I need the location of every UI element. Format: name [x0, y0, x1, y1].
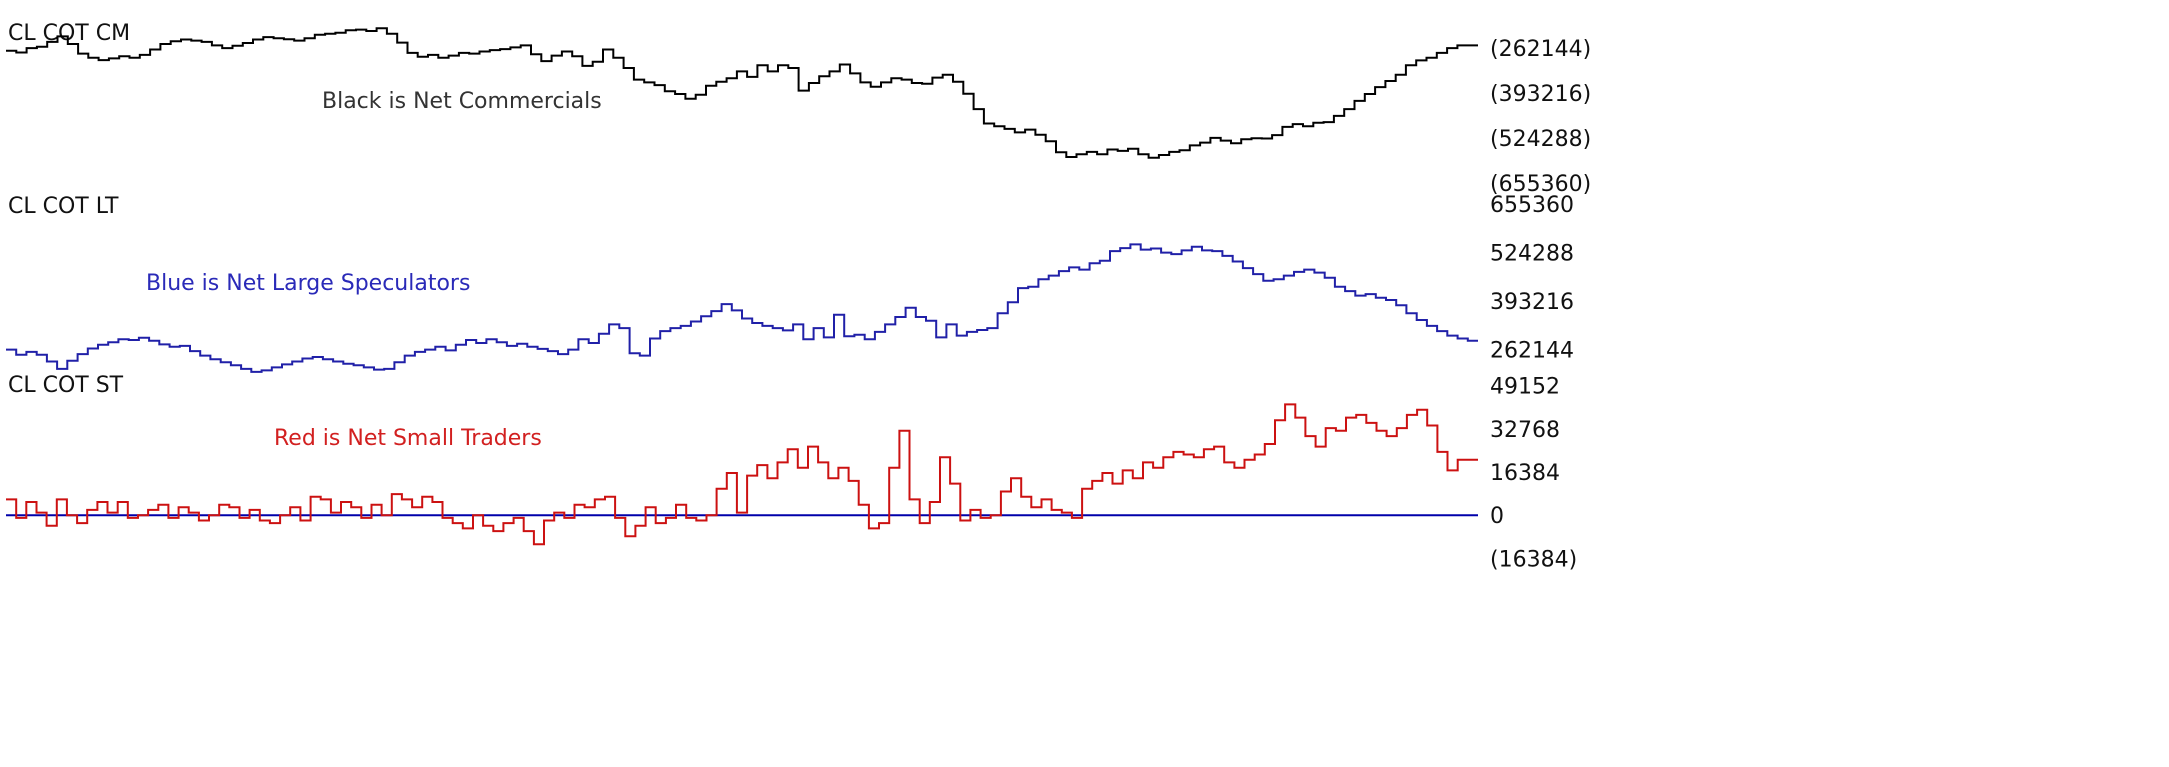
- y-tick-label: 16384: [1490, 461, 1560, 486]
- y-tick-label: 49152: [1490, 375, 1560, 400]
- series-line-net-small-traders: [6, 403, 1478, 546]
- annotation-large-speculators: Blue is Net Large Speculators: [146, 271, 470, 296]
- panel-title-large-speculators: CL COT LT: [8, 194, 119, 219]
- y-tick-label: (16384): [1490, 547, 1577, 572]
- y-tick-label: (393216): [1490, 82, 1591, 107]
- y-tick-label: 0: [1490, 504, 1504, 529]
- y-axis-ticks-large-speculators: 655360 524288 393216 262144: [1490, 193, 1574, 364]
- y-tick-label: (262144): [1490, 37, 1591, 62]
- y-tick-label: 524288: [1490, 241, 1574, 266]
- y-tick-label: 655360: [1490, 193, 1574, 218]
- panel-small-traders: CL COT ST Red is Net Small Traders 49152…: [6, 373, 1577, 572]
- series-line-net-large-speculators: [6, 243, 1478, 373]
- y-tick-label: (655360): [1490, 172, 1591, 197]
- y-tick-label: 262144: [1490, 339, 1574, 364]
- y-axis-ticks-small-traders: 49152 32768 16384 0 (16384): [1490, 375, 1577, 573]
- y-tick-label: 32768: [1490, 418, 1560, 443]
- panel-large-speculators: CL COT LT Blue is Net Large Speculators …: [6, 193, 1574, 373]
- y-axis-ticks-commercials: (262144) (393216) (524288) (655360): [1490, 37, 1591, 197]
- series-line-net-commercials: [6, 27, 1478, 159]
- y-tick-label: 393216: [1490, 290, 1574, 315]
- panel-commercials: CL COT CM Black is Net Commercials (2621…: [6, 21, 1591, 197]
- panel-title-commercials: CL COT CM: [8, 21, 130, 46]
- annotation-small-traders: Red is Net Small Traders: [274, 426, 542, 451]
- annotation-commercials: Black is Net Commercials: [322, 89, 602, 114]
- panel-title-small-traders: CL COT ST: [8, 373, 124, 398]
- y-tick-label: (524288): [1490, 127, 1591, 152]
